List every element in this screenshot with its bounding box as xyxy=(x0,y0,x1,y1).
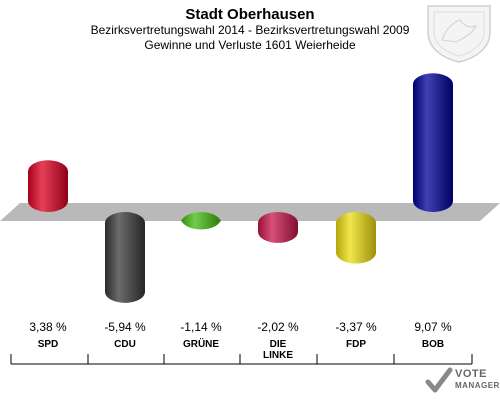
chart-title: Stadt Oberhausen xyxy=(185,6,315,23)
category-label: BOB xyxy=(422,339,444,350)
category-axis xyxy=(10,354,473,365)
bar-bob xyxy=(413,73,453,212)
votemanager-logo: VOTE MANAGER xyxy=(425,366,500,398)
value-label: -5,94 % xyxy=(104,320,146,334)
value-label: 9,07 % xyxy=(414,320,452,334)
bar-spd xyxy=(28,160,68,212)
bar-cdu xyxy=(105,212,145,303)
category-label: CDU xyxy=(114,339,136,350)
value-label: -2,02 % xyxy=(257,320,299,334)
chart-header: Stadt Oberhausen Bezirksvertretungswahl … xyxy=(0,6,500,53)
votemanager-check-icon xyxy=(425,367,453,393)
bar-grüne xyxy=(181,212,221,230)
category-label: FDP xyxy=(346,339,366,350)
logo-text-vote: VOTE xyxy=(455,368,487,380)
value-label: 3,38 % xyxy=(29,320,67,334)
bar-die-linke xyxy=(258,212,298,243)
category-label: LINKE xyxy=(263,350,293,361)
bar-fdp xyxy=(336,212,376,264)
coat-of-arms-icon xyxy=(427,5,491,63)
category-label: SPD xyxy=(38,339,59,350)
value-label: -3,37 % xyxy=(335,320,377,334)
chart-subtitle-2: Gewinne und Verluste 1601 Weierheide xyxy=(144,38,356,52)
value-label: -1,14 % xyxy=(180,320,222,334)
labels-group: 3,38 % SPD -5,94 % CDU -1,14 % GRÜNE -2,02 % DI… xyxy=(29,320,452,361)
category-label: DIE xyxy=(270,339,287,350)
chart-subtitle: Bezirksvertretungswahl 2014 - Bezirksver… xyxy=(90,23,410,37)
logo-text-manager: MANAGER xyxy=(455,381,500,390)
bars-group xyxy=(28,73,453,303)
category-label: GRÜNE xyxy=(183,337,219,350)
